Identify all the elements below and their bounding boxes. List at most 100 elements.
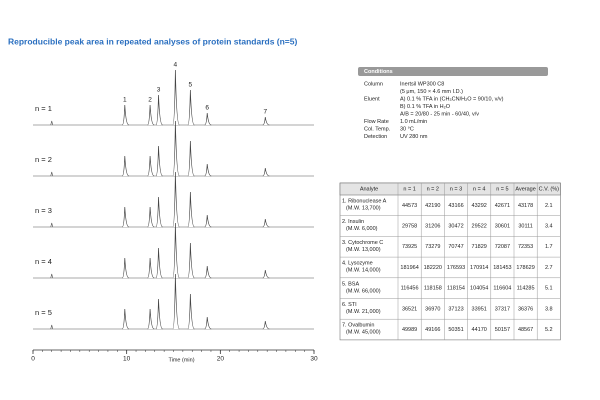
peak <box>172 222 180 279</box>
run-label: n = 1 <box>35 104 52 113</box>
peak <box>262 218 270 228</box>
peak <box>187 242 195 279</box>
peak <box>121 257 129 279</box>
table-header-cell: n = 5 <box>496 186 508 192</box>
table-cell: 36521 <box>402 306 417 312</box>
table-cell: 43166 <box>448 203 463 209</box>
x-tick-label: 30 <box>310 356 318 363</box>
x-axis-label: Time (min) <box>168 357 194 363</box>
peak <box>121 155 129 177</box>
table-cell: 37317 <box>495 306 510 312</box>
table-header-cell: C.V. (%) <box>539 186 559 192</box>
peak <box>147 308 155 330</box>
table-cell: 71829 <box>472 244 487 250</box>
table-cell: 114285 <box>517 286 535 292</box>
peak-label: 4 <box>174 62 178 69</box>
analyte-name: 3. Cytochrome C <box>342 240 383 246</box>
table-header-bg <box>339 182 561 196</box>
peak <box>204 112 212 126</box>
analyte-mw: (M.W. 13,700) <box>346 205 381 211</box>
analyte-name: 2. Insulin <box>342 219 364 225</box>
peak <box>121 308 129 330</box>
table-cell: 36970 <box>425 306 440 312</box>
table-cell: 116604 <box>493 286 511 292</box>
peak <box>187 89 195 126</box>
table-cell: 73279 <box>425 244 440 250</box>
table-cell: 29758 <box>402 224 417 230</box>
table-header-cell: n = 1 <box>403 186 415 192</box>
analyte-mw: (M.W. 14,000) <box>346 268 381 274</box>
injection-peak <box>50 222 54 228</box>
table-cell: 181964 <box>400 265 418 271</box>
condition-key: Flow Rate <box>364 119 389 125</box>
x-tick-label: 20 <box>217 356 225 363</box>
table-cell: 33951 <box>472 306 487 312</box>
condition-value: A) 0.1 % TFA in (CH₃CN/H₂O = 90/10, v/v) <box>400 96 504 102</box>
peak <box>155 94 163 126</box>
table-cell: 44573 <box>402 203 417 209</box>
table-header-cell: n = 3 <box>450 186 462 192</box>
table-cell: 70747 <box>448 244 463 250</box>
table-cell: 37123 <box>448 306 463 312</box>
title: Reproducible peak area in repeated analy… <box>8 36 297 46</box>
peak <box>155 196 163 228</box>
table-cell: 72353 <box>518 244 533 250</box>
peak <box>187 140 195 177</box>
condition-value: A/B = 20/80 - 25 min - 60/40, v/v <box>400 111 479 117</box>
table-cell: 29522 <box>472 224 487 230</box>
table-cell: 116456 <box>401 286 419 292</box>
analyte-name: 6. STI <box>342 302 357 308</box>
peak-label: 6 <box>205 105 209 112</box>
table-cell: 182220 <box>424 265 442 271</box>
table-cell: 170914 <box>470 265 488 271</box>
table-header-cell: Analyte <box>360 186 378 192</box>
table-cell: 44170 <box>472 327 487 333</box>
table-cell: 43178 <box>518 203 533 209</box>
peak <box>262 269 270 279</box>
x-tick-label: 0 <box>31 356 35 363</box>
conditions-header: Conditions <box>364 69 393 75</box>
condition-value: (5 μm, 150 × 4.6 mm I.D.) <box>400 89 463 95</box>
table-cell: 50157 <box>495 327 510 333</box>
table-cell: 5.1 <box>545 286 553 292</box>
table-cell: 50351 <box>448 327 463 333</box>
peak <box>147 257 155 279</box>
peak <box>204 163 212 177</box>
peak <box>155 247 163 279</box>
x-tick-label: 10 <box>123 356 131 363</box>
table-cell: 72087 <box>495 244 510 250</box>
table-header-cell: n = 2 <box>427 186 439 192</box>
condition-value: Inertsil WP300 C8 <box>400 81 444 87</box>
condition-key: Col. Temp. <box>364 126 391 132</box>
table-cell: 178629 <box>516 265 534 271</box>
peak <box>204 316 212 330</box>
peak-label: 5 <box>189 82 193 89</box>
injection-peak <box>50 120 54 126</box>
table-cell: 31206 <box>425 224 440 230</box>
peak <box>172 171 180 228</box>
injection-peak <box>50 273 54 279</box>
analyte-mw: (M.W. 66,000) <box>346 288 381 294</box>
table-cell: 1.7 <box>545 244 553 250</box>
table-cell: 36376 <box>518 306 533 312</box>
table-cell: 42190 <box>425 203 440 209</box>
peak <box>187 191 195 228</box>
peak <box>204 265 212 279</box>
peak <box>121 206 129 228</box>
analyte-name: 4. Lysozyme <box>342 261 373 267</box>
table-cell: 43292 <box>472 203 487 209</box>
condition-key: Column <box>364 81 383 87</box>
peak <box>155 145 163 177</box>
peak <box>121 104 129 126</box>
table-header-cell: n = 4 <box>473 186 485 192</box>
peak <box>262 320 270 330</box>
analyte-mw: (M.W. 45,000) <box>346 330 381 336</box>
peak <box>147 155 155 177</box>
table-cell: 3.8 <box>545 306 553 312</box>
condition-value: 1.0 mL/min <box>400 119 427 125</box>
table-cell: 73925 <box>402 244 417 250</box>
table-cell: 42671 <box>495 203 510 209</box>
conditions-header-bg <box>358 67 548 76</box>
peak <box>262 167 270 177</box>
